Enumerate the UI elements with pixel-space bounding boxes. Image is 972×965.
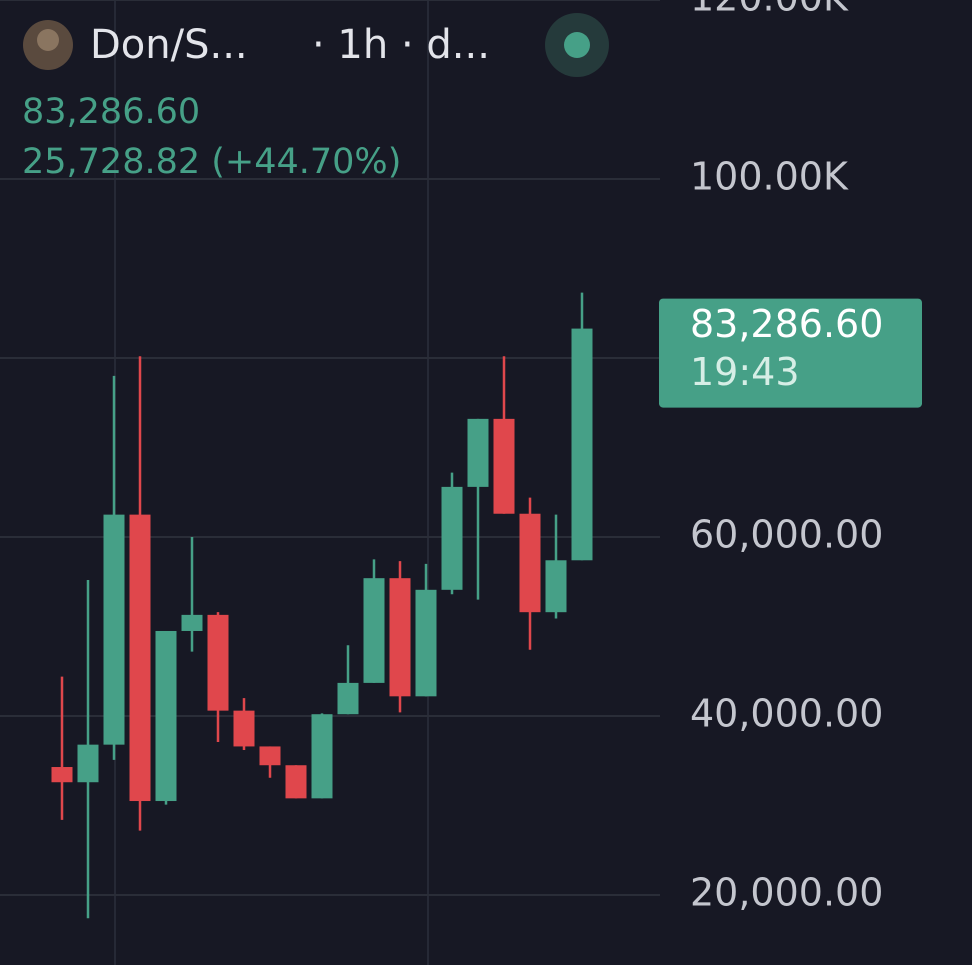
candle-body	[571, 328, 593, 561]
candle-body	[311, 714, 333, 799]
price-badge-price: 83,286.60	[690, 302, 883, 346]
candle-body	[363, 578, 385, 683]
candle-body	[259, 746, 281, 766]
change: 25,728.82 (+44.70%)	[22, 142, 401, 182]
candle-body	[77, 744, 99, 783]
symbol[interactable]: Don/S...	[90, 22, 248, 68]
y-tick-label: 60,000.00	[690, 513, 883, 557]
candle-body	[337, 682, 359, 715]
candle-body	[545, 560, 567, 613]
y-tick-label: 120.00K	[690, 0, 849, 20]
y-tick-label: 100.00K	[690, 155, 849, 199]
candle-body	[285, 765, 307, 799]
candle-body	[155, 630, 177, 802]
status-dot	[564, 32, 590, 58]
candle-body	[415, 589, 437, 697]
candle-body	[519, 513, 541, 613]
price-badge-countdown: 19:43	[690, 350, 800, 394]
y-tick-label: 20,000.00	[690, 871, 883, 915]
candle-body	[493, 418, 515, 514]
avatar-face	[37, 29, 59, 51]
candle-body	[129, 514, 151, 802]
interval[interactable]: · 1h · d...	[312, 22, 490, 68]
last-value: 83,286.60	[22, 92, 200, 132]
candle-body	[103, 514, 125, 745]
candle-body	[181, 614, 203, 631]
candle-body	[467, 418, 489, 487]
candle-body	[51, 767, 73, 783]
price-badge-box	[659, 298, 922, 408]
candle-body	[233, 710, 255, 747]
candle-body	[441, 486, 463, 590]
candle-body	[389, 578, 411, 697]
candle-body	[207, 614, 229, 711]
y-tick-label: 40,000.00	[690, 692, 883, 736]
